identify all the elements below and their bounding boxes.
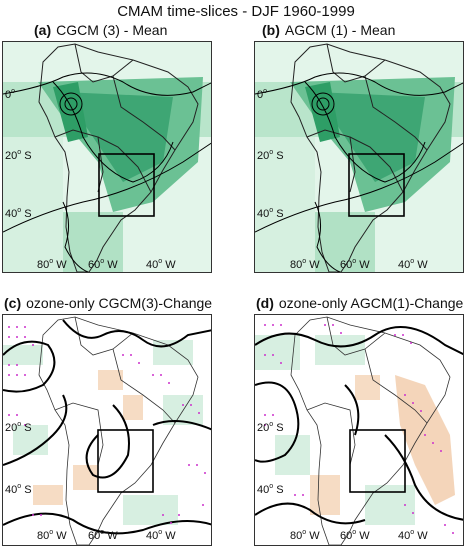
region-box	[98, 153, 155, 217]
panel-d-letter: (d)	[256, 295, 274, 311]
panel-b-lat-20: 20o S	[257, 149, 284, 162]
panel-c-lon-80: 80o W	[37, 529, 67, 542]
panel-b-lat-0: 0o	[257, 88, 268, 101]
panel-c-lon-40: 40o W	[146, 529, 176, 542]
map-panel-a	[2, 41, 212, 273]
panel-b-lon-80: 80o W	[290, 258, 320, 271]
zero-contours	[255, 326, 463, 525]
map-panel-c	[2, 314, 212, 546]
panel-a-lon-60: 60o W	[88, 258, 118, 271]
contour-lines	[255, 72, 463, 272]
panel-b-lat-40: 40o S	[257, 207, 284, 220]
panel-d-lat-20: 20o S	[257, 421, 284, 434]
significance-stipple	[264, 324, 454, 534]
significance-stipple	[8, 326, 206, 524]
panel-d-lon-80: 80o W	[290, 529, 320, 542]
panel-c-lat-20: 20o S	[5, 421, 32, 434]
panel-a-title: (a) CGCM (3) - Mean	[34, 22, 167, 38]
panel-c-lat-40: 40o S	[5, 483, 32, 496]
panel-a-letter: (a)	[34, 22, 52, 38]
contour-lines	[3, 72, 211, 272]
panel-c-title: (c) ozone-only CGCM(3)-Change	[4, 295, 212, 311]
panel-b-letter: (b)	[262, 22, 280, 38]
south-america-coastline	[38, 43, 199, 272]
figure-title: CMAM time-slices - DJF 1960-1999	[117, 3, 355, 20]
panel-b-label: AGCM (1) - Mean	[284, 22, 396, 38]
panel-d-title: (d) ozone-only AGCM(1)-Change	[256, 295, 463, 311]
panel-c-label: ozone-only CGCM(3)-Change	[26, 295, 213, 311]
panel-c-letter: (c)	[4, 295, 22, 311]
panel-c-lon-60: 60o W	[88, 529, 118, 542]
map-panel-d	[254, 314, 464, 546]
panel-a-label: CGCM (3) - Mean	[56, 22, 168, 38]
panel-b-title: (b) AGCM (1) - Mean	[262, 22, 395, 38]
mean-precip-shading	[255, 42, 463, 272]
panel-a-lat-0: 0o	[5, 88, 16, 101]
panel-d-lon-40: 40o W	[398, 529, 428, 542]
mean-precip-shading	[3, 42, 211, 272]
panel-a-lon-80: 80o W	[37, 258, 67, 271]
region-box	[97, 429, 154, 493]
panel-b-lon-40: 40o W	[398, 258, 428, 271]
zero-contours	[3, 319, 211, 535]
panel-a-lat-20: 20o S	[5, 149, 32, 162]
panel-d-lon-60: 60o W	[340, 529, 370, 542]
panel-d-label: ozone-only AGCM(1)-Change	[278, 295, 464, 311]
panel-a-lon-40: 40o W	[146, 258, 176, 271]
south-america-coastline	[290, 43, 451, 272]
panel-b-lon-60: 60o W	[340, 258, 370, 271]
south-america-coastline	[290, 316, 451, 545]
panel-a-lat-40: 40o S	[5, 207, 32, 220]
region-box	[348, 153, 405, 217]
region-box	[349, 429, 406, 493]
map-panel-b	[254, 41, 464, 273]
panel-d-lat-40: 40o S	[257, 483, 284, 496]
